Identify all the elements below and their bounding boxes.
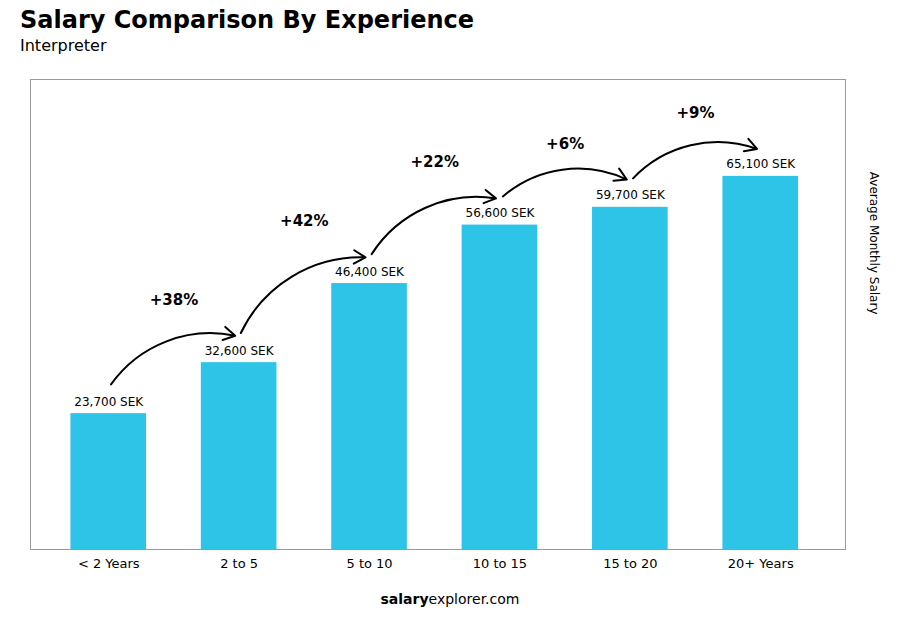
svg-text:5 to 10: 5 to 10 bbox=[346, 556, 392, 571]
html-text:Interpreter: Interpreter bbox=[20, 36, 107, 55]
svg-text:59,700 SEK: 59,700 SEK bbox=[596, 188, 666, 202]
svg-text:2 to 5: 2 to 5 bbox=[220, 556, 258, 571]
svg-text:23,700 SEK: 23,700 SEK bbox=[74, 395, 144, 409]
svg-text:+38%: +38% bbox=[150, 291, 198, 309]
svg-text:+6%: +6% bbox=[546, 135, 584, 153]
html-text:Salary Comparison By Experienc: Salary Comparison By Experience bbox=[20, 6, 475, 34]
svg-text:46,400 SEK: 46,400 SEK bbox=[335, 265, 405, 279]
svg-text:10 to 15: 10 to 15 bbox=[473, 556, 527, 571]
html-text:salary explorer.com: salary explorer.com bbox=[380, 591, 520, 607]
svg-text:15 to 20: 15 to 20 bbox=[603, 556, 657, 571]
svg-text:20+ Years: 20+ Years bbox=[728, 556, 794, 571]
svg-text:+42%: +42% bbox=[280, 212, 328, 230]
svg-text:+22%: +22% bbox=[410, 153, 458, 171]
svg-text:+9%: +9% bbox=[677, 104, 715, 122]
svg-text:< 2 Years: < 2 Years bbox=[78, 556, 140, 571]
svg-text:65,100 SEK: 65,100 SEK bbox=[726, 157, 796, 171]
svg-text:56,600 SEK: 56,600 SEK bbox=[466, 206, 536, 220]
svg-text:32,600 SEK: 32,600 SEK bbox=[205, 344, 275, 358]
svg-text:Average Monthly Salary: Average Monthly Salary bbox=[867, 172, 881, 315]
